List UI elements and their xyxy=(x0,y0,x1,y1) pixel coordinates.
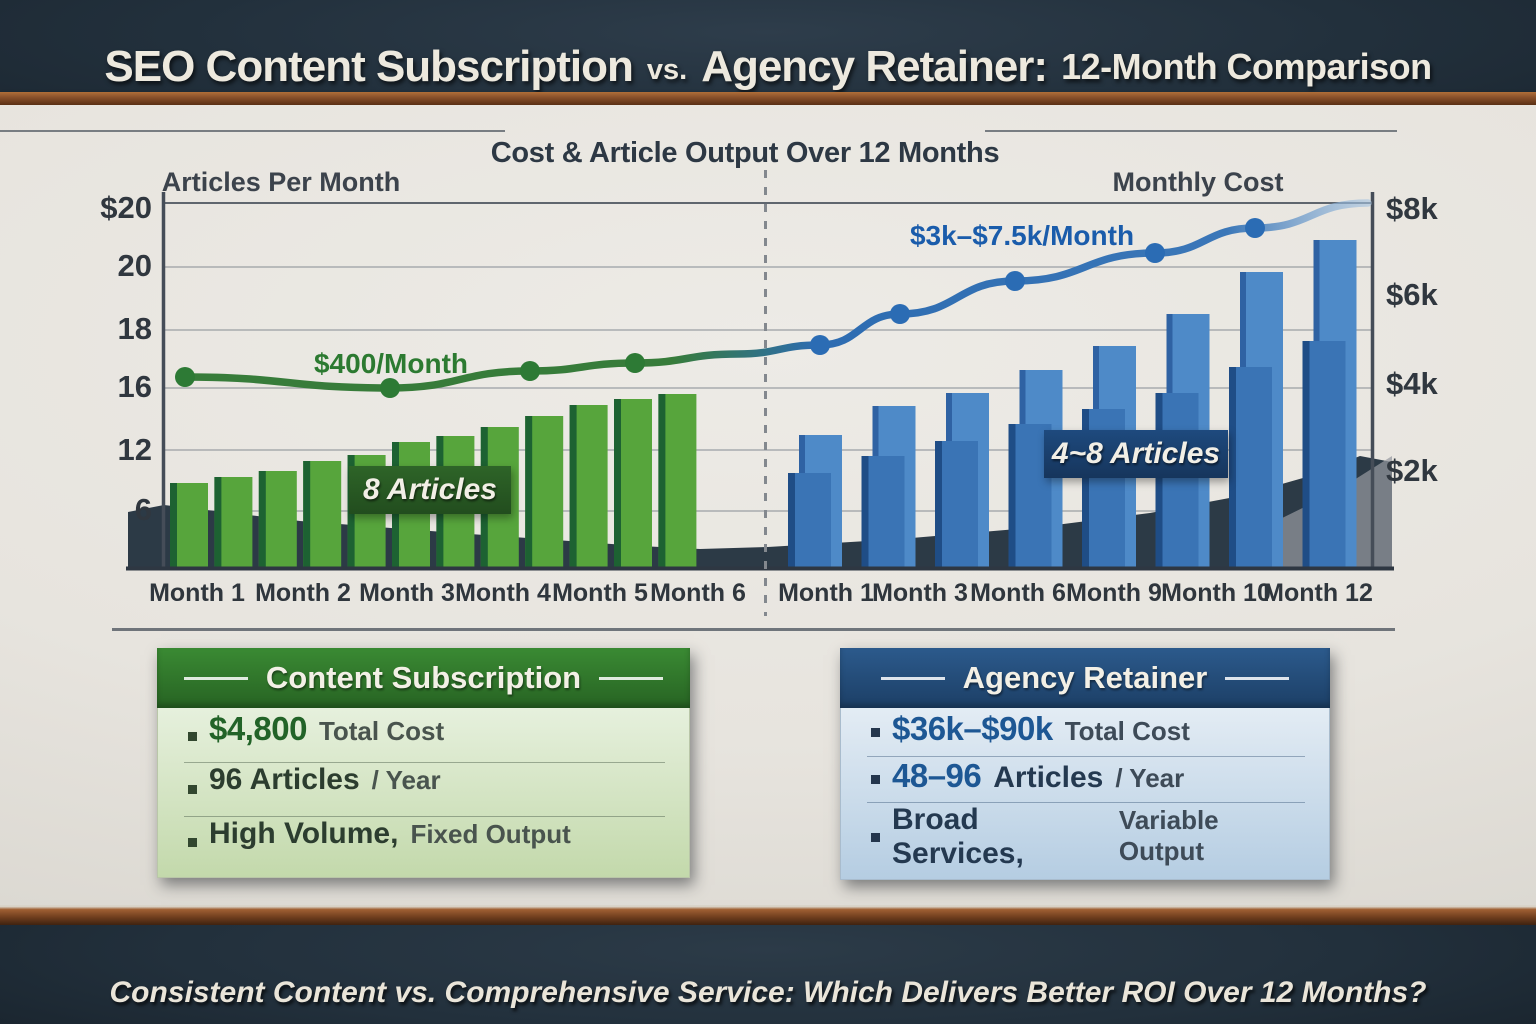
x-axis-label: Month 6 xyxy=(650,579,746,607)
row-accent: $36k–$90k xyxy=(892,710,1053,747)
y-axis-tick: 12 xyxy=(117,432,152,467)
row-rest: / Year xyxy=(371,765,441,796)
title-sub: 12-Month Comparison xyxy=(1061,46,1432,88)
bullet-icon xyxy=(871,728,880,738)
card-row: High Volume, Fixed Output xyxy=(184,815,665,869)
title-vs: vs. xyxy=(646,53,688,86)
subtitle-rule-left xyxy=(0,130,505,132)
x-axis-label: Month 6 xyxy=(970,579,1066,607)
right-axis-title: Monthly Cost xyxy=(1112,167,1284,197)
bullet-icon xyxy=(188,731,197,741)
row-strong: High Volume, xyxy=(209,816,399,850)
x-axis-label: Month 5 xyxy=(552,579,648,607)
y-axis-tick: 16 xyxy=(117,369,152,404)
left-axis-title: Articles Per Month xyxy=(161,167,401,197)
x-axis-label: Month 2 xyxy=(255,579,351,607)
header-rule-icon xyxy=(880,676,945,680)
x-axis-label: Month 4 xyxy=(455,579,551,607)
wood-frame-top xyxy=(0,92,1536,105)
y-axis-tick: $4k xyxy=(1386,366,1438,401)
cards-separator xyxy=(112,628,1395,631)
card-body: $36k–$90k Total Cost 48–96 Articles / Ye… xyxy=(840,708,1330,880)
card-row: Broad Services, Variable Output xyxy=(867,802,1305,871)
card-row: 48–96 Articles / Year xyxy=(867,755,1305,803)
x-axis-label: Month 3 xyxy=(359,579,455,607)
footer-question: Consistent Content vs. Comprehensive Ser… xyxy=(109,976,1427,1009)
row-rest: / Year xyxy=(1115,762,1185,793)
row-strong: 96 Articles xyxy=(209,763,360,797)
row-accent: 48–96 xyxy=(892,756,982,794)
row-rest: Fixed Output xyxy=(410,818,571,849)
bullet-icon xyxy=(871,832,880,842)
x-axis-label: Month 10 xyxy=(1161,579,1271,607)
row-accent: $4,800 xyxy=(209,710,307,747)
subtitle-rule-right xyxy=(985,130,1397,132)
content-subscription-card: Content Subscription $4,800 Total Cost 9… xyxy=(157,648,690,878)
card-row: 96 Articles / Year xyxy=(184,762,665,815)
agency-articles-badge: 4~8 Articles xyxy=(1044,430,1228,478)
row-rest: Total Cost xyxy=(1064,716,1190,746)
subscription-articles-badge: 8 Articles xyxy=(349,466,511,514)
x-axis-label: Month 12 xyxy=(1263,579,1373,607)
bullet-icon xyxy=(188,784,197,794)
x-axis-label: Month 3 xyxy=(872,579,968,607)
header-rule-icon xyxy=(599,676,664,680)
chart-title: Cost & Article Output Over 12 Months xyxy=(490,137,1000,170)
bullet-icon xyxy=(188,838,197,848)
card-title: Content Subscription xyxy=(265,660,582,695)
header-rule-icon xyxy=(1225,676,1290,680)
y-axis-tick: $2k xyxy=(1386,453,1438,488)
y-axis-tick: $6k xyxy=(1386,277,1438,312)
card-header: Agency Retainer xyxy=(840,648,1330,708)
x-axis-label: Month 1 xyxy=(778,579,874,607)
x-axis-label: Month 1 xyxy=(149,579,245,607)
header-rule-icon xyxy=(183,676,248,680)
y-axis-tick: 6 xyxy=(134,492,152,527)
bullet-icon xyxy=(871,774,880,784)
row-rest: Variable Output xyxy=(1118,805,1219,866)
page-title: SEO Content Subscription vs. Agency Reta… xyxy=(0,21,1536,113)
y-axis-tick: 18 xyxy=(117,311,152,346)
card-body: $4,800 Total Cost 96 Articles / Year Hig… xyxy=(157,708,690,878)
card-row: $4,800 Total Cost xyxy=(184,710,665,762)
card-title: Agency Retainer xyxy=(962,660,1208,695)
agency-cost-label: $3k–$7.5k/Month xyxy=(909,220,1135,251)
wood-frame-bottom xyxy=(0,905,1536,925)
row-rest: Total Cost xyxy=(318,716,445,746)
y-axis-tick: 20 xyxy=(117,248,152,283)
card-row: $36k–$90k Total Cost xyxy=(867,710,1305,756)
title-main-2: Agency Retainer: xyxy=(701,42,1048,92)
subscription-cost-label: $400/Month xyxy=(313,348,469,379)
top-banner xyxy=(0,0,1536,92)
x-axis-label: Month 9 xyxy=(1066,579,1162,607)
bottom-banner xyxy=(0,925,1536,1024)
y-axis-tick: $8k xyxy=(1386,191,1438,226)
agency-retainer-card: Agency Retainer $36k–$90k Total Cost 48–… xyxy=(840,648,1330,880)
title-main-1: SEO Content Subscription xyxy=(104,42,633,92)
row-strong: Broad Services, xyxy=(892,803,1024,870)
card-header: Content Subscription xyxy=(157,648,690,708)
y-axis-tick: $20 xyxy=(100,190,152,225)
row-strong: Articles xyxy=(993,760,1104,794)
